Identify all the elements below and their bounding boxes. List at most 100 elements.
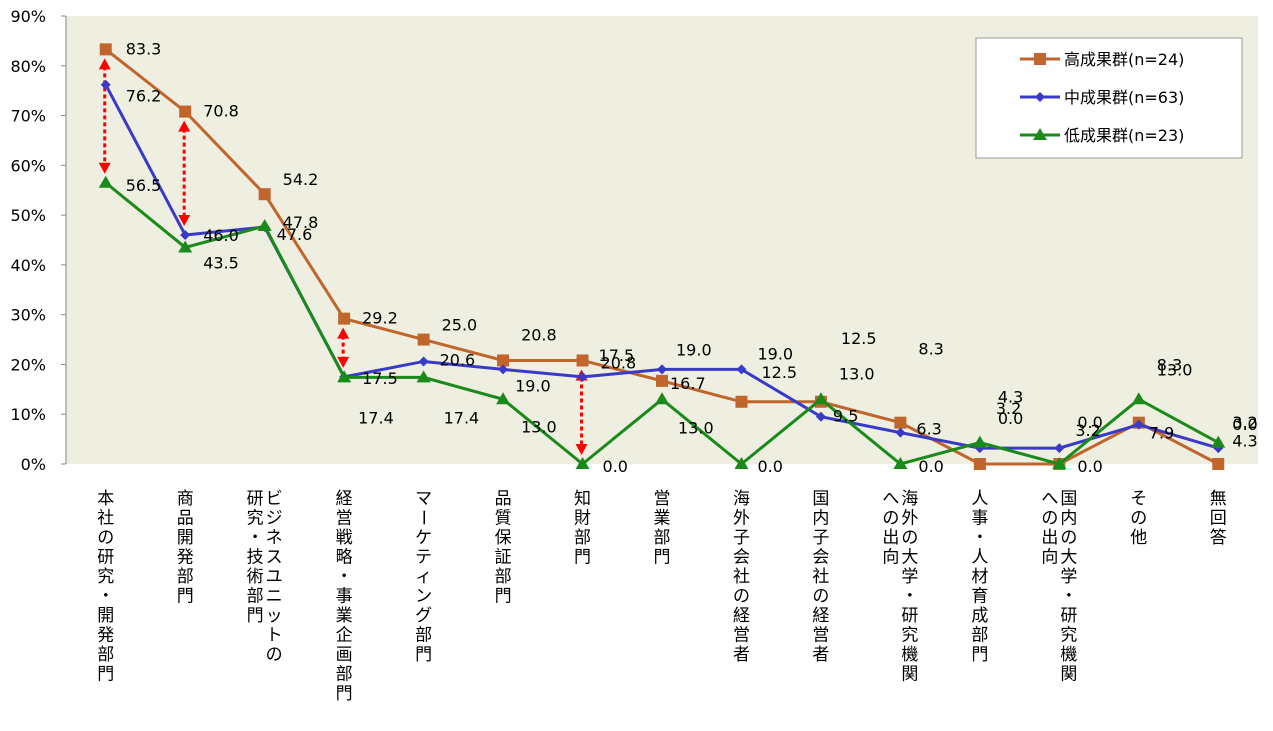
data-point-square bbox=[656, 374, 668, 387]
x-category-label: 品 bbox=[177, 509, 194, 529]
data-point-square bbox=[1212, 458, 1225, 470]
data-point-square bbox=[576, 354, 589, 367]
x-category-label: 大 bbox=[901, 548, 918, 568]
x-axis-categories: 本社の研究・開発部門商品開発部門ビジネスユニットの研究・技術部門経営戦略・事業企… bbox=[97, 489, 1227, 704]
x-category-label: へ bbox=[882, 489, 899, 509]
arrow-head-down bbox=[575, 444, 588, 455]
x-category-label: 社 bbox=[733, 567, 750, 587]
x-category-label: の bbox=[1041, 509, 1058, 529]
x-category-label: 事 bbox=[971, 509, 988, 529]
x-category-label: 財 bbox=[574, 509, 591, 529]
arrow-head-up bbox=[337, 327, 350, 339]
data-label: 13.0 bbox=[678, 418, 714, 437]
data-point-diamond bbox=[418, 356, 429, 367]
arrow-head-down bbox=[337, 356, 350, 368]
x-category-label: 発 bbox=[97, 626, 114, 646]
x-category-label: ン bbox=[415, 587, 432, 607]
data-point-square bbox=[894, 416, 907, 429]
x-category-label: 営 bbox=[733, 626, 750, 646]
x-category-label: の bbox=[733, 587, 750, 607]
x-category-label: ジ bbox=[266, 509, 283, 529]
data-label: 17.4 bbox=[444, 408, 480, 427]
x-category-label: 成 bbox=[971, 606, 988, 626]
x-category-label: 戦 bbox=[336, 528, 353, 548]
x-category-label: 略 bbox=[336, 548, 353, 568]
x-category-label: 他 bbox=[1130, 528, 1147, 548]
x-category-label: 機 bbox=[1060, 645, 1077, 665]
x-category-label: 育 bbox=[971, 587, 988, 607]
data-point-diamond bbox=[1054, 443, 1065, 454]
data-label: 17.5 bbox=[599, 346, 635, 365]
data-label: 12.5 bbox=[761, 363, 797, 382]
data-label: 19.0 bbox=[757, 344, 793, 363]
x-category-label: 部 bbox=[177, 567, 194, 587]
x-category-label: 出 bbox=[882, 528, 899, 548]
data-label: 76.2 bbox=[126, 87, 162, 106]
data-label: 8.3 bbox=[1157, 356, 1182, 375]
x-category-label: 保 bbox=[495, 528, 512, 548]
x-category-label: 部 bbox=[654, 528, 671, 548]
data-point-square bbox=[99, 43, 112, 56]
x-category-label: ユ bbox=[266, 567, 283, 587]
x-category-label: 社 bbox=[97, 509, 114, 529]
legend: 高成果群(n=24) 中成果群(n=63) 低成果群(n=23) bbox=[975, 37, 1243, 159]
x-category-label: 外 bbox=[901, 509, 918, 529]
data-point-triangle bbox=[1052, 457, 1067, 469]
x-category-label: 回 bbox=[1210, 509, 1227, 529]
x-category-label: 向 bbox=[882, 548, 899, 568]
data-point-diamond bbox=[1133, 419, 1144, 430]
data-point-triangle bbox=[337, 370, 352, 383]
data-label: 13.0 bbox=[521, 417, 557, 436]
data-label: 17.5 bbox=[362, 369, 398, 388]
x-category-label: へ bbox=[1041, 489, 1058, 509]
data-point-triangle bbox=[813, 392, 828, 405]
data-label: 8.3 bbox=[918, 340, 943, 359]
data-point-triangle bbox=[1131, 392, 1146, 405]
x-category-label: 部 bbox=[971, 626, 988, 646]
x-category-label: 外 bbox=[733, 509, 750, 529]
legend-label: 中成果群(n=63) bbox=[1064, 88, 1184, 107]
data-label: 12.5 bbox=[841, 329, 877, 348]
x-category-label: マ bbox=[415, 489, 432, 509]
data-point-square bbox=[338, 312, 351, 325]
x-category-label: 関 bbox=[1060, 665, 1077, 685]
data-point-diamond bbox=[577, 371, 588, 382]
x-category-label: 究 bbox=[247, 509, 264, 529]
data-label: 0.0 bbox=[603, 457, 628, 476]
data-point-square bbox=[497, 354, 510, 367]
data-label: 19.0 bbox=[515, 376, 551, 395]
x-category-label: ス bbox=[266, 548, 283, 568]
data-label: 0.0 bbox=[1077, 413, 1102, 432]
x-category-label: 本 bbox=[97, 489, 114, 509]
x-category-label: 営 bbox=[336, 509, 353, 529]
x-category-label: の bbox=[1060, 528, 1077, 548]
legend-marker-diamond bbox=[1035, 92, 1045, 102]
data-label: 0.0 bbox=[1077, 457, 1102, 476]
x-category-label: の bbox=[266, 645, 283, 665]
data-point-triangle bbox=[1211, 435, 1226, 448]
data-label: 70.8 bbox=[203, 102, 239, 121]
x-category-label: 人 bbox=[971, 489, 988, 509]
data-point-triangle bbox=[893, 457, 908, 469]
y-tick-label: 0% bbox=[21, 455, 46, 474]
x-category-label: 門 bbox=[177, 587, 194, 607]
x-category-label: 質 bbox=[495, 509, 512, 529]
data-point-diamond bbox=[657, 364, 667, 375]
x-category-label: ・ bbox=[247, 528, 264, 548]
x-category-label: 部 bbox=[495, 567, 512, 587]
x-category-label: 会 bbox=[812, 548, 829, 568]
data-label: 0.0 bbox=[757, 457, 782, 476]
data-point-triangle bbox=[178, 240, 193, 253]
data-point-diamond bbox=[736, 364, 747, 375]
x-category-label: ・ bbox=[97, 587, 114, 607]
x-category-label: 営 bbox=[812, 626, 829, 646]
data-label: 19.0 bbox=[676, 340, 712, 359]
x-category-label: 研 bbox=[97, 548, 114, 568]
x-category-label: 国 bbox=[812, 489, 829, 509]
x-category-label: グ bbox=[415, 606, 432, 626]
data-label: 43.5 bbox=[203, 253, 239, 272]
data-label: 20.8 bbox=[521, 325, 557, 344]
arrow-head-down bbox=[178, 215, 191, 227]
data-label: 0.0 bbox=[1232, 415, 1257, 434]
